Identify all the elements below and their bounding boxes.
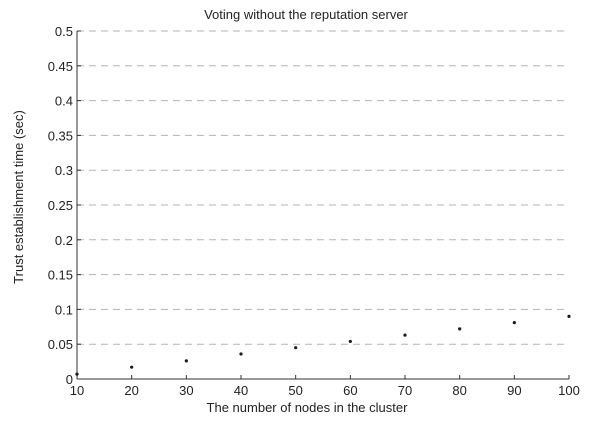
x-tick-label: 80 <box>452 383 466 398</box>
y-tick-label: 0.5 <box>55 24 73 39</box>
data-point <box>512 321 516 325</box>
y-tick-label: 0.25 <box>48 198 73 213</box>
y-tick-label: 0.3 <box>55 163 73 178</box>
y-tick-label: 0.4 <box>55 94 73 109</box>
data-point <box>403 333 407 337</box>
y-tick-label: 0.15 <box>48 268 73 283</box>
x-tick-label: 40 <box>234 383 248 398</box>
x-axis-title: The number of nodes in the cluster <box>207 400 409 415</box>
y-tick-label: 0 <box>66 372 73 387</box>
data-point <box>294 346 298 350</box>
y-tick-label: 0.1 <box>55 302 73 317</box>
data-point <box>239 352 243 356</box>
x-tick-label: 30 <box>179 383 193 398</box>
x-tick-label: 100 <box>558 383 580 398</box>
data-point <box>184 359 188 363</box>
x-tick-label: 20 <box>124 383 138 398</box>
y-tick-label: 0.35 <box>48 128 73 143</box>
x-tick-label: 10 <box>70 383 84 398</box>
y-tick-label: 0.2 <box>55 233 73 248</box>
data-points-layer <box>75 314 571 376</box>
data-point <box>348 339 352 344</box>
grid-layer <box>77 30 569 345</box>
chart-title: Voting without the reputation server <box>204 7 408 22</box>
tick-layer: 0 0.05 0.1 0.15 0.2 0.25 0.3 0.35 0.4 0.45 0.5 10 20… <box>48 24 580 398</box>
x-tick-label: 50 <box>288 383 302 398</box>
y-axis-title: Trust establishment time (sec) <box>11 110 26 284</box>
data-point <box>130 365 134 369</box>
x-tick-label: 60 <box>343 383 357 398</box>
y-tick-label: 0.05 <box>48 337 73 352</box>
x-tick-label: 70 <box>398 383 412 398</box>
data-point <box>75 372 79 376</box>
x-tick-label: 90 <box>507 383 521 398</box>
y-tick-label: 0.45 <box>48 59 73 74</box>
data-point <box>458 327 462 331</box>
data-point <box>567 314 571 318</box>
